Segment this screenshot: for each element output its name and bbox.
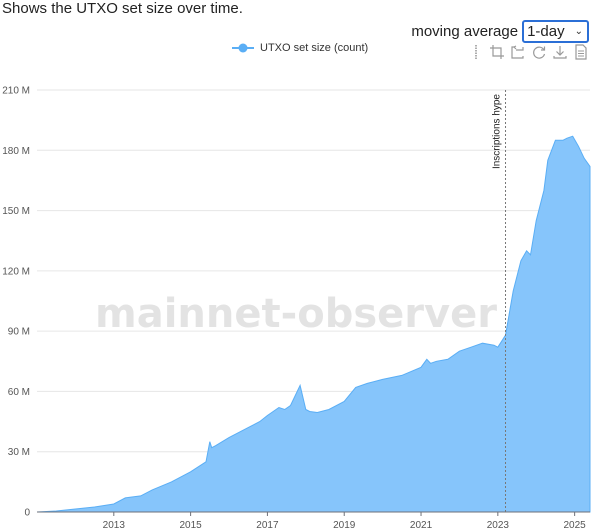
y-tick-label: 0	[24, 508, 30, 519]
y-tick-label: 180 M	[2, 146, 30, 157]
annotation-label: Inscriptions hype	[492, 94, 503, 169]
x-tick-label: 2017	[256, 520, 279, 531]
zoom-select-icon[interactable]	[489, 44, 505, 60]
zoom-reset-icon[interactable]	[510, 44, 526, 60]
chevron-down-icon: ⌄	[574, 26, 583, 37]
axes: 0 30 M 60 M 90 M 120 M 150 M 180 M 210 M 2013 201…	[2, 86, 590, 531]
x-tick-label: 2023	[487, 520, 510, 531]
y-tick-label: 30 M	[8, 447, 30, 458]
chart-toolbox	[468, 44, 589, 60]
y-tick-label: 210 M	[2, 86, 30, 97]
download-icon[interactable]	[552, 44, 568, 60]
annotation-layer: Inscriptions hype	[492, 90, 507, 512]
data-view-icon[interactable]	[573, 44, 589, 60]
y-tick-label: 60 M	[8, 387, 30, 398]
legend-label: UTXO set size (count)	[260, 42, 369, 54]
series-area	[36, 135, 591, 513]
x-tick-label: 2025	[564, 520, 587, 531]
series-area-path	[36, 135, 591, 513]
moving-average-select[interactable]: 1-day ⌄	[522, 20, 589, 43]
watermark-text: mainnet-observer	[95, 291, 497, 337]
moving-average-value: 1-day	[527, 23, 565, 40]
x-tick-label: 2015	[179, 520, 202, 531]
y-tick-label: 120 M	[2, 266, 30, 277]
moving-average-control: moving average 1-day ⌄	[411, 20, 589, 43]
legend-series-icon	[232, 43, 254, 53]
moving-average-label: moving average	[411, 23, 519, 40]
x-tick-label: 2013	[103, 520, 126, 531]
chart-description: Shows the UTXO set size over time.	[2, 0, 243, 17]
y-tick-label: 90 M	[8, 327, 30, 338]
legend-item[interactable]: UTXO set size (count)	[232, 42, 368, 54]
x-tick-label: 2019	[333, 520, 356, 531]
x-tick-label: 2021	[410, 520, 433, 531]
y-tick-label: 150 M	[2, 206, 30, 217]
restore-icon[interactable]	[531, 44, 547, 60]
